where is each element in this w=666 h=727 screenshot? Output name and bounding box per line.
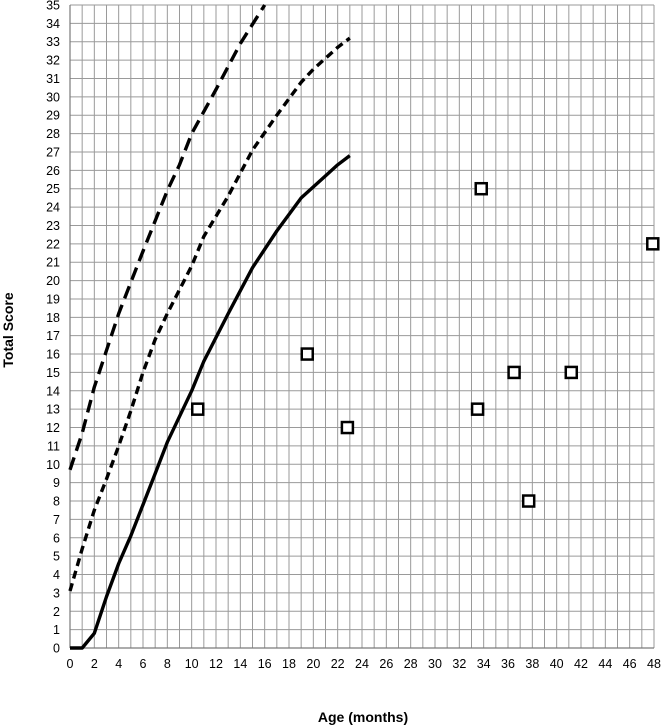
x-tick-label: 14 — [233, 657, 247, 671]
y-tick-label: 5 — [53, 550, 60, 564]
y-tick-label: 25 — [46, 182, 60, 196]
x-tick-label: 38 — [525, 657, 539, 671]
grid — [69, 4, 655, 649]
marker-group — [191, 181, 660, 508]
y-tick-label: 4 — [53, 568, 60, 582]
y-tick-label: 2 — [53, 605, 60, 619]
y-tick-label: 24 — [46, 201, 60, 215]
y-tick-label: 3 — [53, 586, 60, 600]
series-line-short-dash — [68, 36, 351, 592]
series-line-solid — [70, 154, 351, 650]
y-tick-label: 32 — [46, 54, 60, 68]
data-point-marker — [340, 420, 355, 435]
x-tick-label: 22 — [331, 657, 345, 671]
y-tick-label: 15 — [46, 366, 60, 380]
x-tick-label: 2 — [91, 657, 98, 671]
y-tick-label: 8 — [53, 495, 60, 509]
y-tick-label: 0 — [53, 642, 60, 656]
y-tick-label: 19 — [46, 292, 60, 306]
data-point-marker — [470, 402, 485, 416]
y-tick-label: 30 — [46, 90, 60, 104]
y-tick-label: 21 — [46, 256, 60, 270]
y-tick-label: 29 — [46, 109, 60, 123]
y-tick-label: 11 — [47, 439, 60, 453]
y-tick-label: 18 — [46, 311, 60, 325]
y-tick-label: 12 — [46, 421, 60, 435]
x-tick-label: 40 — [550, 657, 564, 671]
data-point-marker — [191, 402, 205, 416]
x-tick-labels: 0 2 4 6 8 10 12 14 16 18 20 22 24 26 28 30 32 34 36 38 40 42 4… — [67, 657, 661, 671]
y-tick-label: 34 — [46, 17, 60, 31]
y-tick-label: 17 — [46, 329, 60, 343]
x-tick-label: 46 — [623, 657, 637, 671]
x-tick-label: 44 — [598, 657, 612, 671]
x-tick-label: 36 — [501, 657, 515, 671]
x-tick-label: 0 — [67, 657, 74, 671]
x-axis-title: Age (months) — [318, 709, 408, 725]
data-point-marker — [300, 347, 314, 361]
y-tick-label: 28 — [46, 127, 60, 141]
x-tick-label: 34 — [477, 657, 491, 671]
data-point-marker — [564, 365, 579, 380]
y-tick-label: 35 — [46, 0, 60, 13]
x-tick-label: 8 — [164, 657, 171, 671]
x-tick-label: 6 — [140, 657, 147, 671]
y-tick-label: 33 — [46, 35, 60, 49]
x-tick-label: 4 — [115, 657, 122, 671]
y-tick-label: 6 — [53, 531, 60, 545]
x-tick-label: 32 — [452, 657, 466, 671]
series-group — [68, 4, 351, 650]
data-point-marker — [507, 365, 521, 380]
x-tick-label: 30 — [428, 657, 442, 671]
x-tick-label: 18 — [282, 657, 296, 671]
x-tick-label: 16 — [258, 657, 272, 671]
data-point-marker — [646, 237, 660, 251]
y-tick-label: 23 — [46, 219, 60, 233]
series-line-long-dash — [68, 4, 267, 471]
x-tick-label: 26 — [379, 657, 393, 671]
x-tick-label: 48 — [647, 657, 661, 671]
y-tick-label: 1 — [53, 623, 60, 637]
y-axis-title: Total Score — [0, 292, 16, 367]
y-tick-label: 10 — [46, 458, 60, 472]
data-point-marker — [521, 494, 536, 508]
x-tick-label: 12 — [209, 657, 223, 671]
y-tick-label: 16 — [46, 348, 60, 362]
y-tick-label: 9 — [53, 476, 60, 490]
y-tick-labels: 0123456789101112131415161718192021222324… — [46, 0, 60, 656]
y-tick-label: 14 — [46, 384, 60, 398]
y-tick-label: 22 — [46, 237, 60, 251]
y-tick-label: 27 — [46, 145, 60, 159]
y-tick-label: 7 — [53, 513, 60, 527]
x-tick-label: 20 — [306, 657, 320, 671]
y-tick-label: 20 — [46, 274, 60, 288]
x-tick-label: 10 — [185, 657, 199, 671]
x-tick-label: 42 — [574, 657, 588, 671]
y-tick-label: 13 — [46, 403, 60, 417]
x-tick-label: 28 — [404, 657, 418, 671]
x-tick-label: 24 — [355, 657, 369, 671]
y-tick-label: 31 — [46, 72, 60, 86]
data-point-marker — [474, 181, 488, 196]
y-tick-label: 26 — [46, 164, 60, 178]
